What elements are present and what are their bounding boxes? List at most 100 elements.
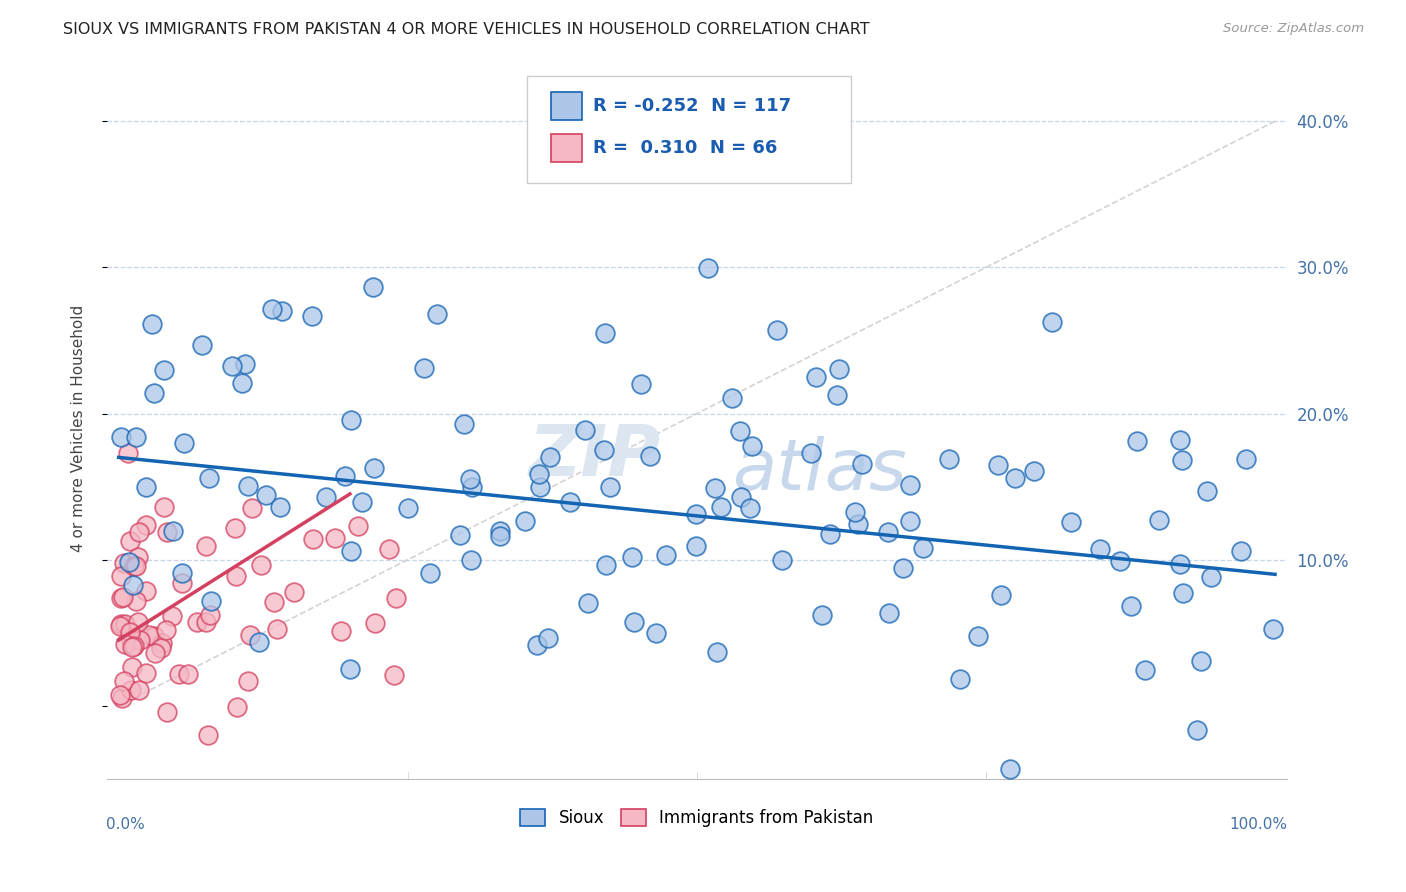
- Immigrants from Pakistan: [111, 691, 134, 706]
- Sioux: [593, 326, 616, 340]
- Sioux: [170, 566, 193, 580]
- Immigrants from Pakistan: [118, 625, 141, 640]
- Sioux: [685, 540, 707, 554]
- Sioux: [990, 588, 1012, 602]
- Immigrants from Pakistan: [240, 501, 263, 516]
- Sioux: [198, 471, 221, 485]
- Text: ZIP: ZIP: [529, 422, 661, 491]
- Immigrants from Pakistan: [323, 531, 346, 545]
- Immigrants from Pakistan: [120, 632, 142, 647]
- Sioux: [333, 469, 356, 483]
- Sioux: [898, 478, 921, 492]
- Immigrants from Pakistan: [128, 633, 150, 648]
- Sioux: [655, 548, 678, 562]
- Sioux: [851, 457, 873, 471]
- Sioux: [489, 524, 512, 539]
- Sioux: [121, 578, 143, 592]
- Sioux: [200, 594, 222, 608]
- Sioux: [620, 550, 643, 565]
- Immigrants from Pakistan: [128, 683, 150, 698]
- Sioux: [1024, 464, 1046, 478]
- Sioux: [765, 323, 787, 337]
- Sioux: [1168, 558, 1191, 572]
- Sioux: [1201, 570, 1223, 584]
- Sioux: [741, 439, 763, 453]
- Immigrants from Pakistan: [167, 666, 190, 681]
- Immigrants from Pakistan: [112, 556, 135, 570]
- Sioux: [247, 634, 270, 648]
- Immigrants from Pakistan: [197, 728, 219, 742]
- Sioux: [645, 626, 668, 640]
- Immigrants from Pakistan: [225, 569, 247, 583]
- Sioux: [1121, 599, 1143, 613]
- Sioux: [1185, 723, 1208, 737]
- Sioux: [740, 500, 762, 515]
- Immigrants from Pakistan: [120, 533, 142, 548]
- Sioux: [426, 307, 449, 321]
- Sioux: [828, 362, 851, 376]
- Immigrants from Pakistan: [155, 624, 177, 638]
- Sioux: [231, 376, 253, 390]
- Immigrants from Pakistan: [110, 569, 132, 583]
- Sioux: [363, 460, 385, 475]
- Sioux: [1040, 314, 1063, 328]
- Immigrants from Pakistan: [110, 617, 132, 632]
- Sioux: [770, 553, 793, 567]
- Sioux: [489, 529, 512, 543]
- Immigrants from Pakistan: [127, 550, 149, 565]
- Sioux: [396, 501, 419, 516]
- Sioux: [221, 359, 243, 373]
- Y-axis label: 4 or more Vehicles in Household: 4 or more Vehicles in Household: [72, 304, 86, 552]
- Sioux: [141, 318, 163, 332]
- Immigrants from Pakistan: [127, 615, 149, 630]
- Immigrants from Pakistan: [263, 595, 285, 609]
- Sioux: [236, 479, 259, 493]
- Immigrants from Pakistan: [150, 640, 173, 655]
- Immigrants from Pakistan: [117, 445, 139, 459]
- Sioux: [820, 526, 842, 541]
- Immigrants from Pakistan: [239, 628, 262, 642]
- Immigrants from Pakistan: [177, 667, 200, 681]
- Sioux: [453, 417, 475, 431]
- Immigrants from Pakistan: [122, 639, 145, 653]
- Sioux: [912, 541, 935, 556]
- Sioux: [529, 480, 551, 494]
- Text: Source: ZipAtlas.com: Source: ZipAtlas.com: [1223, 22, 1364, 36]
- Sioux: [352, 494, 374, 508]
- Sioux: [1090, 541, 1112, 556]
- Sioux: [967, 629, 990, 643]
- Sioux: [877, 606, 900, 620]
- Sioux: [706, 645, 728, 659]
- Sioux: [827, 388, 849, 402]
- Sioux: [269, 500, 291, 515]
- Sioux: [846, 516, 869, 531]
- Immigrants from Pakistan: [128, 525, 150, 540]
- Sioux: [153, 363, 176, 377]
- Sioux: [1108, 554, 1130, 568]
- Sioux: [599, 480, 621, 494]
- Sioux: [125, 430, 148, 444]
- Sioux: [118, 556, 141, 570]
- Sioux: [891, 561, 914, 575]
- Sioux: [558, 495, 581, 509]
- Immigrants from Pakistan: [195, 615, 218, 630]
- Sioux: [538, 450, 561, 465]
- Sioux: [730, 425, 752, 439]
- Immigrants from Pakistan: [112, 674, 135, 689]
- Sioux: [949, 673, 972, 687]
- Text: R =  0.310  N = 66: R = 0.310 N = 66: [593, 139, 778, 157]
- Sioux: [1147, 513, 1170, 527]
- Sioux: [339, 544, 361, 558]
- Sioux: [730, 490, 752, 504]
- Sioux: [800, 446, 823, 460]
- Immigrants from Pakistan: [364, 616, 387, 631]
- Sioux: [623, 615, 645, 630]
- Sioux: [638, 450, 661, 464]
- Sioux: [301, 309, 323, 323]
- Immigrants from Pakistan: [170, 576, 193, 591]
- Sioux: [1195, 483, 1218, 498]
- Immigrants from Pakistan: [138, 628, 160, 642]
- Sioux: [593, 442, 616, 457]
- Sioux: [143, 386, 166, 401]
- Sioux: [844, 505, 866, 519]
